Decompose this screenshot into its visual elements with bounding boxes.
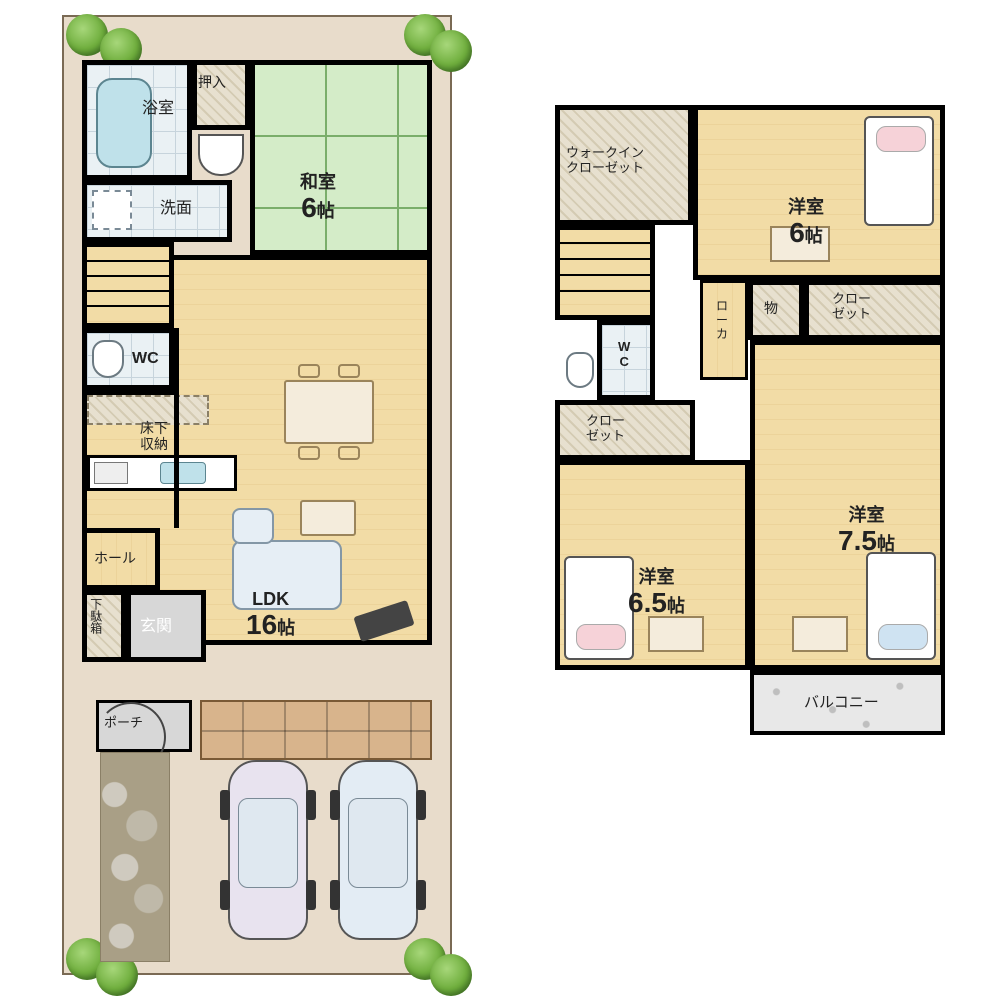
stair-step — [87, 290, 169, 292]
label-balcony: バルコニー — [804, 694, 879, 711]
stair-step — [87, 260, 169, 262]
chair-icon — [298, 446, 320, 460]
label-genkan: 玄関 — [140, 618, 172, 636]
bathtub-icon — [96, 78, 152, 168]
washer-icon — [92, 190, 132, 230]
chair-icon — [338, 364, 360, 378]
sink-icon — [160, 462, 206, 484]
label-hall: ホール — [94, 550, 136, 566]
label-wic: ウォークイン クローゼット — [566, 146, 644, 176]
label-wc1: WC — [132, 350, 159, 368]
stove-icon — [94, 462, 128, 484]
room-washitsu — [250, 60, 432, 255]
shrub — [430, 954, 472, 996]
stair-step — [560, 274, 650, 276]
label-roka: ロ ー カ — [716, 300, 728, 341]
label-washitsu: 和室6帖 — [300, 135, 336, 225]
stair-step — [560, 258, 650, 260]
label-bedroom75: 洋室7.5帖 — [838, 468, 895, 558]
chair-icon — [338, 446, 360, 460]
label-bedroom65: 洋室6.5帖 — [628, 530, 685, 620]
room-closet-2 — [804, 280, 945, 340]
label-ldk: LDK16帖 — [246, 552, 295, 642]
dining-table-icon — [284, 380, 374, 444]
room-stairs-1f — [82, 242, 174, 328]
desk-icon — [792, 616, 848, 652]
wall — [174, 328, 179, 528]
car-icon — [220, 750, 316, 950]
desk-icon — [648, 616, 704, 652]
bed-icon — [864, 116, 934, 226]
toilet-icon — [92, 340, 124, 378]
label-yukashita: 床下 収納 — [140, 420, 168, 452]
label-bedroom6: 洋室6帖 — [788, 160, 824, 250]
bed-icon — [866, 552, 936, 660]
label-closet3: クロー ゼット — [586, 414, 625, 444]
stair-step — [560, 242, 650, 244]
coffee-table-icon — [300, 500, 356, 536]
stone-path — [100, 752, 170, 962]
bed-icon — [564, 556, 634, 660]
room-stairs-2f — [555, 225, 655, 320]
label-bath: 浴室 — [142, 100, 174, 118]
room-oshiire — [192, 60, 250, 130]
wall — [82, 390, 174, 395]
label-oshiire: 押入 — [198, 74, 226, 90]
label-getabako: 下駄箱 — [88, 598, 102, 634]
sofa-icon — [232, 508, 274, 544]
shrub — [430, 30, 472, 72]
chair-icon — [298, 364, 320, 378]
label-closet2: クロー ゼット — [832, 292, 871, 322]
label-mono: 物 — [764, 300, 778, 316]
label-wc2: W C — [618, 340, 630, 370]
stair-step — [560, 290, 650, 292]
toilet-icon — [566, 352, 594, 388]
vanity-icon — [198, 134, 244, 176]
stair-step — [87, 275, 169, 277]
stair-step — [87, 305, 169, 307]
car-icon — [330, 750, 426, 950]
label-senmen: 洗面 — [160, 200, 192, 218]
